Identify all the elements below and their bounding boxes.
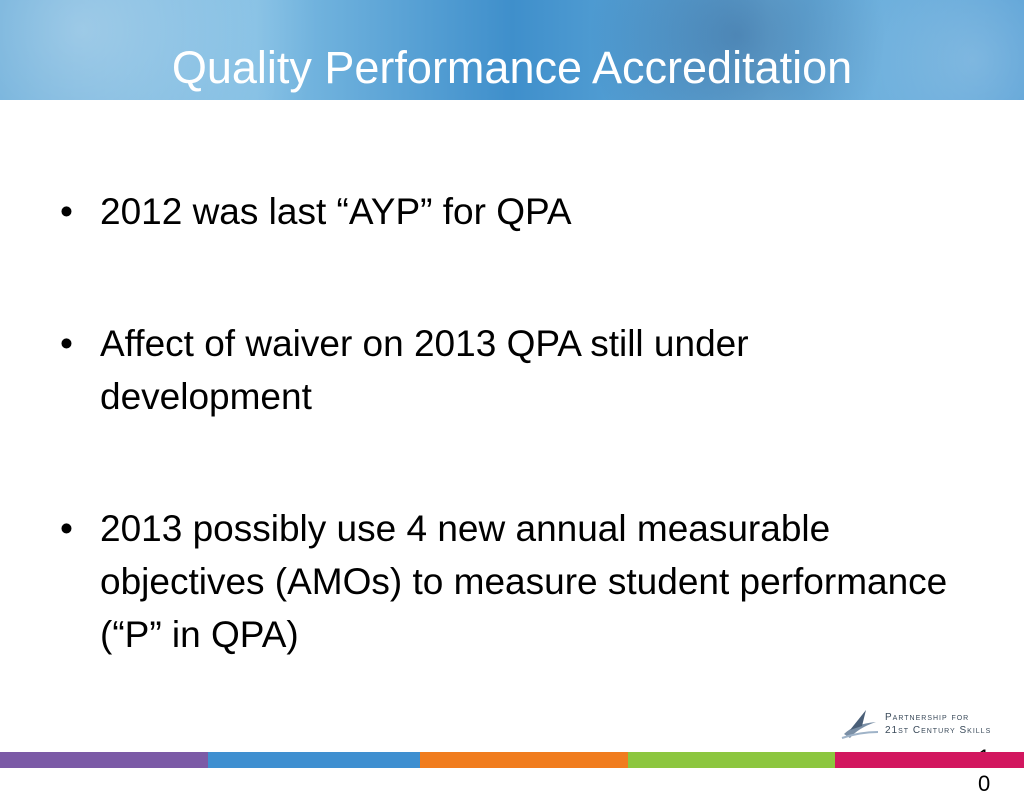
logo-icon xyxy=(841,710,879,739)
slide-title: Quality Performance Accreditation xyxy=(171,42,853,93)
bullet-list: 2012 was last “AYP” for QPA Affect of wa… xyxy=(60,185,970,740)
bar-segment xyxy=(835,752,1024,768)
bar-segment xyxy=(628,752,835,768)
bullet: 2013 possibly use 4 new annual measurabl… xyxy=(60,502,970,661)
slide: {"header": {"title": "Quality Performanc… xyxy=(0,0,1024,768)
logo-text: Partnership for xyxy=(885,712,970,723)
banner-image xyxy=(0,0,1024,100)
bar-segment xyxy=(0,752,208,768)
header-banner: Quality Performance Accreditation xyxy=(0,0,1024,100)
bar-segment xyxy=(420,752,628,768)
logo-text: 21st Century Skills xyxy=(885,725,992,736)
bullet: 2012 was last “AYP” for QPA xyxy=(60,185,970,238)
color-bar xyxy=(0,752,1024,768)
bullet: Affect of waiver on 2013 QPA still under… xyxy=(60,317,970,423)
bar-segment xyxy=(208,752,420,768)
logo: Partnership for 21st Century Skills xyxy=(840,706,1020,746)
